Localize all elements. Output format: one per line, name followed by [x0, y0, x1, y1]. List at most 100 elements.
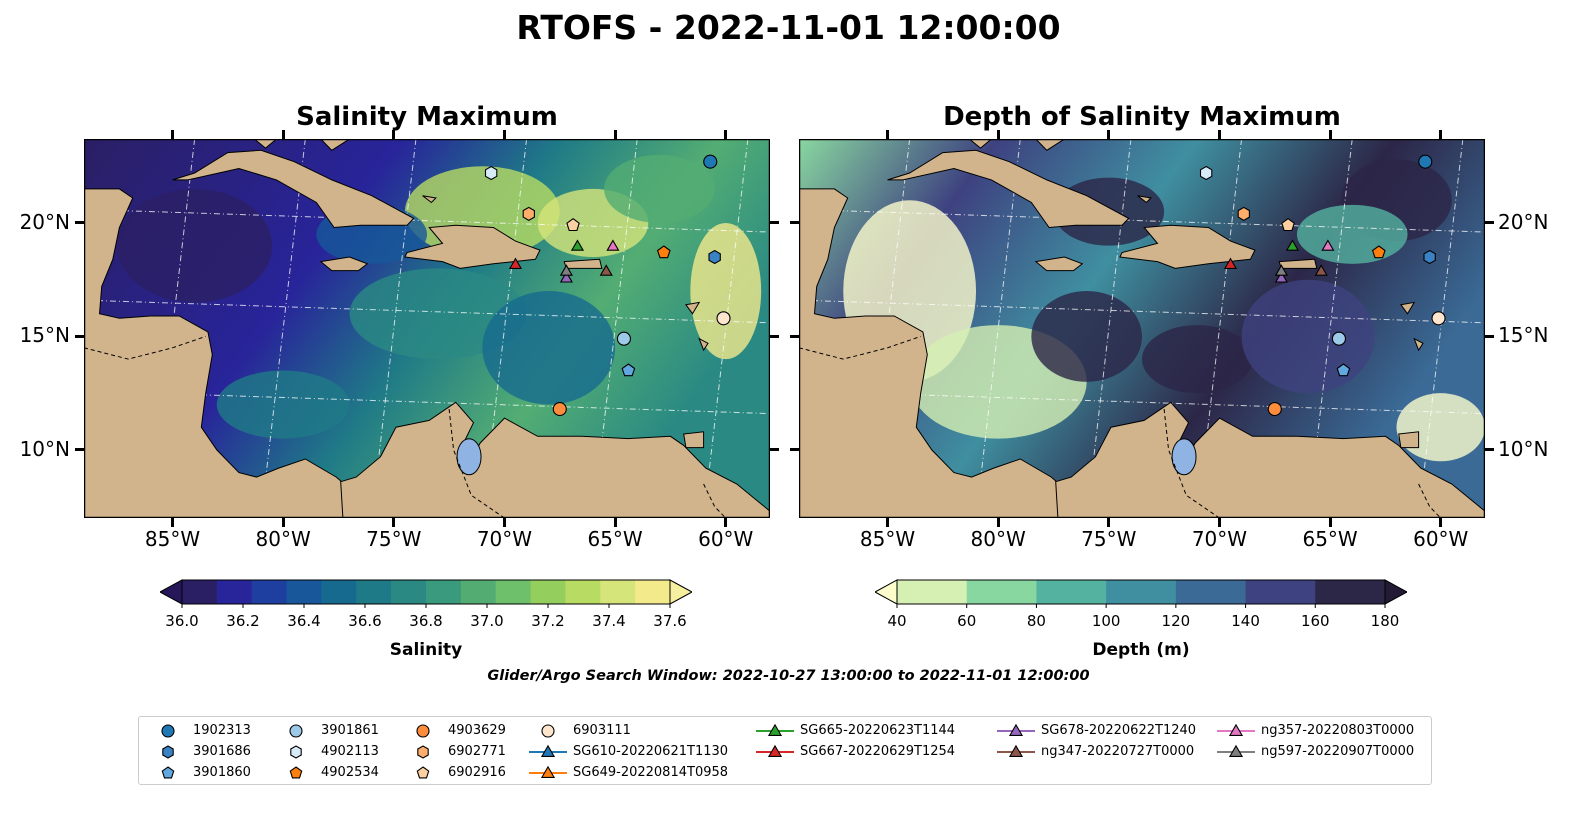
salinity-max-map[interactable]: [84, 139, 770, 518]
legend-circle-icon: [541, 724, 555, 738]
colorbar-segment: [251, 580, 288, 604]
colorbar-segment: [565, 580, 601, 604]
observation-3901686: [1423, 249, 1436, 265]
x-tick-mark: [281, 130, 285, 139]
x-tick-label: 85°W: [144, 527, 201, 551]
y-tick-mark: [770, 221, 779, 225]
field-feature: [1142, 325, 1253, 394]
observation-SG678-20220622T1240: [1274, 271, 1288, 283]
depth-colorbar-label: Depth (m): [1092, 640, 1190, 660]
observation-6902916: [566, 218, 580, 232]
colorbar-tick-label: 160: [1301, 612, 1330, 628]
legend-marker-hexagon-icon: [290, 745, 302, 759]
national-border: [84, 335, 206, 360]
colorbar-tick-label: 60: [957, 612, 976, 628]
x-tick-label: 65°W: [1302, 527, 1358, 551]
legend-marker-circle-icon: [289, 724, 303, 738]
national-border: [703, 483, 727, 518]
map-frame: [799, 139, 1485, 518]
y-tick-label-right: 10°N: [1498, 436, 1549, 461]
legend-marker-triangle-icon: [529, 765, 567, 778]
legend-marker-hexagon-icon: [417, 745, 429, 759]
x-tick-mark: [613, 130, 617, 139]
observation-SG665-20220623T1144: [1285, 239, 1300, 251]
yucatan-central-america-landmass: [799, 139, 1070, 518]
legend-label: SG649-20220814T0958: [573, 765, 729, 780]
x-tick-mark: [1107, 518, 1111, 527]
y-tick-mark: [1485, 221, 1494, 225]
observation-3901686: [708, 249, 721, 265]
x-tick-label: 75°W: [1081, 527, 1137, 551]
colorbar-segment: [1036, 580, 1107, 604]
colorbar-segment: [966, 580, 1037, 604]
martinique-landmass: [1413, 337, 1424, 352]
legend-label: 4902534: [321, 765, 379, 780]
legend-pentagon-icon: [289, 766, 303, 779]
y-tick-label-right: 20°N: [1498, 209, 1549, 234]
legend-label: 6902771: [448, 744, 506, 759]
observation-ng357-20220803T0000: [1321, 239, 1335, 251]
colorbar-segment: [600, 580, 636, 604]
x-tick-mark: [502, 130, 506, 139]
observation-ng597-20220907T0000: [559, 264, 573, 276]
legend-marker-triangle-icon: [529, 744, 567, 757]
legend-triangle-icon: [1228, 744, 1244, 757]
x-tick-mark: [392, 518, 396, 527]
colorbar-tick-label: 37.4: [592, 612, 625, 628]
south-america-landmass: [1055, 401, 1485, 518]
eez-boundary: [703, 139, 749, 518]
eez-boundary: [84, 390, 770, 415]
colorbar-segment: [460, 580, 497, 604]
legend-marker-triangle-icon: [1217, 723, 1255, 736]
map-frame: [84, 139, 770, 518]
eez-boundary: [799, 299, 1485, 324]
colorbar-extend-low: [875, 579, 898, 605]
eez-boundary: [799, 390, 1485, 415]
x-tick-label: 60°W: [698, 527, 754, 551]
legend-label: SG665-20220623T1144: [800, 723, 956, 738]
colorbar-tick-label: 37.2: [531, 612, 564, 628]
observation-SG667-20220629T1254: [1223, 257, 1238, 269]
observation-ng357-20220803T0000: [606, 239, 620, 251]
x-tick-label: 65°W: [587, 527, 643, 551]
legend: 1902313 3901686 3901860 3901861 4902113 49025…: [138, 716, 1432, 785]
panel-title-depth-salinity-max: Depth of Salinity Maximum: [943, 102, 1341, 132]
observation-6902771: [522, 206, 535, 222]
colorbar-tick-label: 37.6: [653, 612, 686, 628]
x-tick-mark: [1439, 518, 1443, 527]
x-tick-label: 80°W: [970, 527, 1026, 551]
colorbar-segment: [1106, 580, 1177, 604]
x-tick-mark: [613, 518, 617, 527]
national-border: [1418, 483, 1442, 518]
x-tick-mark: [1107, 130, 1111, 139]
observation-1902313: [1418, 154, 1433, 169]
legend-triangle-icon: [540, 744, 556, 757]
search-window-note: Glider/Argo Search Window: 2022-10-27 13…: [487, 668, 1090, 684]
legend-pentagon-icon: [416, 766, 430, 779]
colorbar-segment: [426, 580, 462, 604]
trinidad-landmass: [1398, 431, 1420, 449]
x-tick-label: 80°W: [255, 527, 311, 551]
depth-salinity-max-map[interactable]: [799, 139, 1485, 518]
national-border: [799, 335, 921, 360]
legend-label: 3901861: [321, 723, 379, 738]
legend-label: 4903629: [448, 723, 506, 738]
y-tick-mark: [1485, 334, 1494, 338]
observation-4902534: [656, 245, 671, 259]
great-inagua-landmass: [422, 195, 437, 204]
legend-marker-triangle-icon: [997, 723, 1035, 736]
x-tick-mark: [996, 130, 1000, 139]
y-tick-label-left: 20°N: [19, 209, 70, 234]
x-tick-mark: [724, 130, 728, 139]
legend-label: 3901860: [193, 765, 251, 780]
legend-label: ng357-20220803T0000: [1261, 723, 1415, 738]
field-feature: [1296, 204, 1408, 264]
legend-marker-pentagon-icon: [289, 766, 303, 779]
x-tick-mark: [502, 518, 506, 527]
legend-marker-triangle-icon: [1217, 744, 1255, 757]
hispaniola-landmass: [1119, 224, 1256, 269]
colorbar-tick-label: 180: [1371, 612, 1400, 628]
legend-circle-icon: [416, 724, 430, 738]
legend-label: ng347-20220727T0000: [1041, 744, 1195, 759]
observation-4902534: [1371, 245, 1386, 259]
